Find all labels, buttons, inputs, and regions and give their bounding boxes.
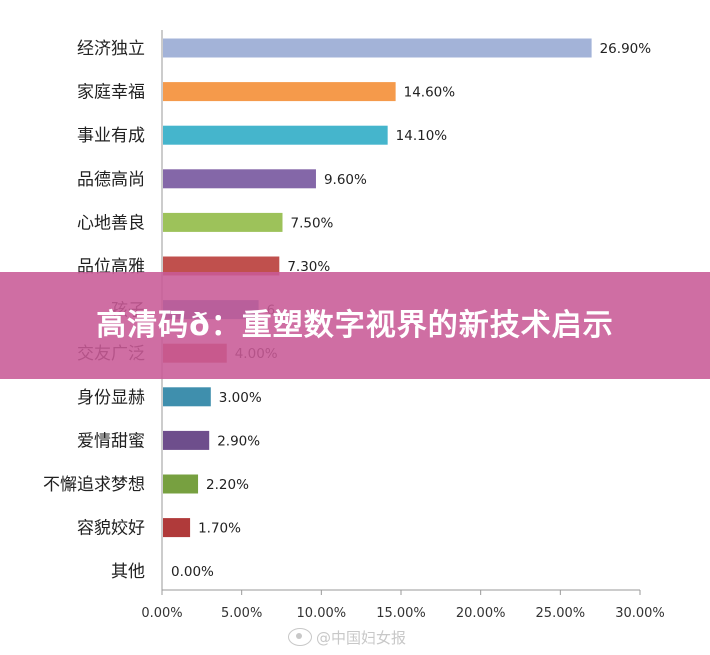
- data-label: 1.70%: [198, 521, 241, 537]
- bar: [163, 256, 280, 276]
- x-tick-label: 15.00%: [376, 606, 426, 621]
- category-label: 事业有成: [77, 126, 145, 146]
- bar: [163, 82, 396, 102]
- data-label: 26.90%: [600, 41, 652, 57]
- x-tick-labels: 0.00% 5.00% 10.00% 15.00% 20.00% 25.00% 30.00%: [141, 606, 664, 621]
- data-label: 3.00%: [219, 390, 262, 406]
- category-label: 经济独立: [77, 39, 145, 59]
- category-label: 身份显赫: [77, 388, 145, 408]
- banner-title: 高清码ð：重塑数字视界的新技术启示: [96, 307, 614, 343]
- x-tick-label: 0.00%: [141, 606, 182, 621]
- category-label: 爱情甜蜜: [77, 431, 145, 451]
- bar: [163, 474, 199, 494]
- bar: [163, 169, 316, 189]
- watermark-text: @中国妇女报: [316, 628, 407, 647]
- watermark: @中国妇女报: [288, 626, 406, 648]
- bar: [163, 125, 388, 145]
- bar: [163, 430, 210, 450]
- data-label: 9.60%: [324, 172, 367, 188]
- bar: [163, 38, 592, 58]
- weibo-icon: [288, 628, 312, 646]
- category-label: 其他: [111, 562, 145, 582]
- category-label: 家庭幸福: [77, 83, 145, 103]
- x-tick-label: 5.00%: [221, 606, 262, 621]
- data-label: 0.00%: [171, 564, 214, 580]
- category-label: 心地善良: [77, 213, 145, 233]
- category-label: 品德高尚: [77, 170, 145, 190]
- data-label: 2.20%: [206, 477, 249, 493]
- bar: [163, 518, 191, 538]
- data-label: 7.50%: [291, 215, 334, 231]
- data-label: 14.10%: [396, 128, 448, 144]
- bar: [163, 387, 211, 407]
- chart-bars: [163, 38, 592, 538]
- data-label: 2.90%: [217, 433, 260, 449]
- x-tick-label: 10.00%: [297, 606, 347, 621]
- data-label: 7.30%: [287, 259, 330, 275]
- x-tick-label: 25.00%: [536, 606, 586, 621]
- x-tick-label: 20.00%: [456, 606, 506, 621]
- category-label: 不懈追求梦想: [43, 475, 145, 495]
- title-banner: 高清码ð：重塑数字视界的新技术启示: [0, 272, 710, 379]
- data-label: 14.60%: [404, 85, 456, 101]
- bar: [163, 212, 283, 232]
- x-tick-label: 30.00%: [615, 606, 665, 621]
- category-label: 容貌姣好: [77, 519, 145, 539]
